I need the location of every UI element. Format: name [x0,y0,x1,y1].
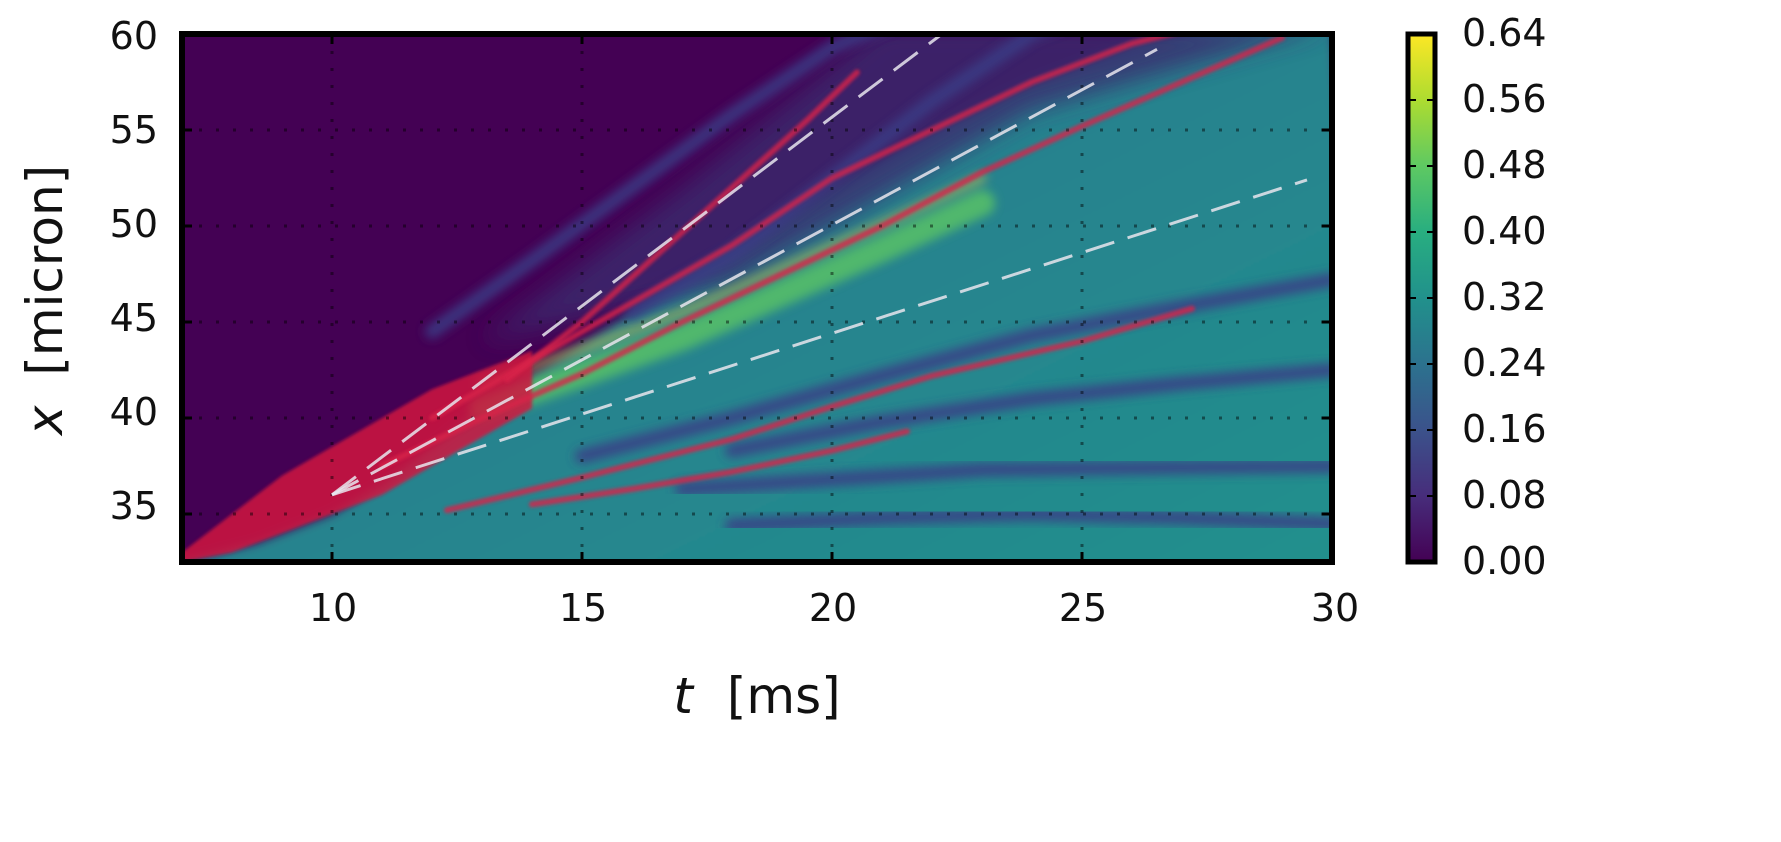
x-tick-label: 15 [559,586,607,630]
y-tick-label: 50 [110,202,158,246]
x-tick-label: 25 [1059,586,1107,630]
y-axis-title: x [micron] [16,165,74,437]
plot-frame [179,31,1335,565]
axes [179,31,1335,565]
dark-band [425,34,882,339]
y-tick-label: 45 [110,296,158,340]
dashed-guide-line [331,178,1308,497]
y-tick-label: 40 [110,390,158,434]
dark-band [575,272,1332,464]
plot-area [182,34,1332,562]
x-tick-labels: 10 15 20 25 30 [309,586,1359,630]
dark-band [725,363,1332,458]
y-axis-symbol: x [16,405,74,437]
colorbar-tick-label: 0.24 [1462,341,1547,385]
red-ridge [444,305,1195,514]
dashed-guide-lines [331,34,1308,497]
x-axis-unit: [ms] [727,667,841,725]
y-tick-label: 55 [110,108,158,152]
colorbar-tick-label: 0.32 [1462,275,1547,319]
colorbar-tick-label: 0.00 [1462,539,1547,583]
red-band [182,350,532,562]
y-axis-unit: [micron] [16,165,74,376]
colorbar-tick-label: 0.16 [1462,407,1547,451]
x-tick-label: 10 [309,586,357,630]
dark-band [625,34,1052,320]
colorbar-tick-labels: 0.00 0.08 0.16 0.24 0.32 0.40 0.48 0.56 … [1462,11,1547,583]
colorbar-tick-label: 0.40 [1462,209,1547,253]
dark-band [675,459,1332,496]
transition-zone [482,34,1299,342]
y-tick-labels: 35 40 45 50 55 60 [110,14,158,528]
x-axis-symbol: t [673,667,695,725]
red-ridge [529,428,910,508]
red-ridge [379,34,1285,469]
dark-band [725,506,1332,533]
colorbar-tick-label: 0.48 [1462,143,1547,187]
x-axis-title: t [ms] [673,667,840,725]
dashed-guide-line [331,34,943,496]
x-tick-marks [330,34,1334,562]
colorbar-tick-label: 0.56 [1462,77,1547,121]
dashed-guide-line [331,48,1158,497]
colorbar-tick-label: 0.08 [1462,473,1547,517]
y-tick-marks [182,32,1332,516]
red-ridge [429,34,1182,421]
grid-lines [182,34,1332,562]
x-tick-label: 20 [809,586,857,630]
y-tick-label: 60 [110,14,158,58]
colorbar-tick-marks [1408,33,1435,563]
colorbar: 0.00 0.08 0.16 0.24 0.32 0.40 0.48 0.56 … [1405,11,1547,583]
y-tick-label: 35 [110,484,158,528]
colorbar-tick-label: 0.64 [1462,11,1547,55]
x-tick-label: 30 [1311,586,1359,630]
